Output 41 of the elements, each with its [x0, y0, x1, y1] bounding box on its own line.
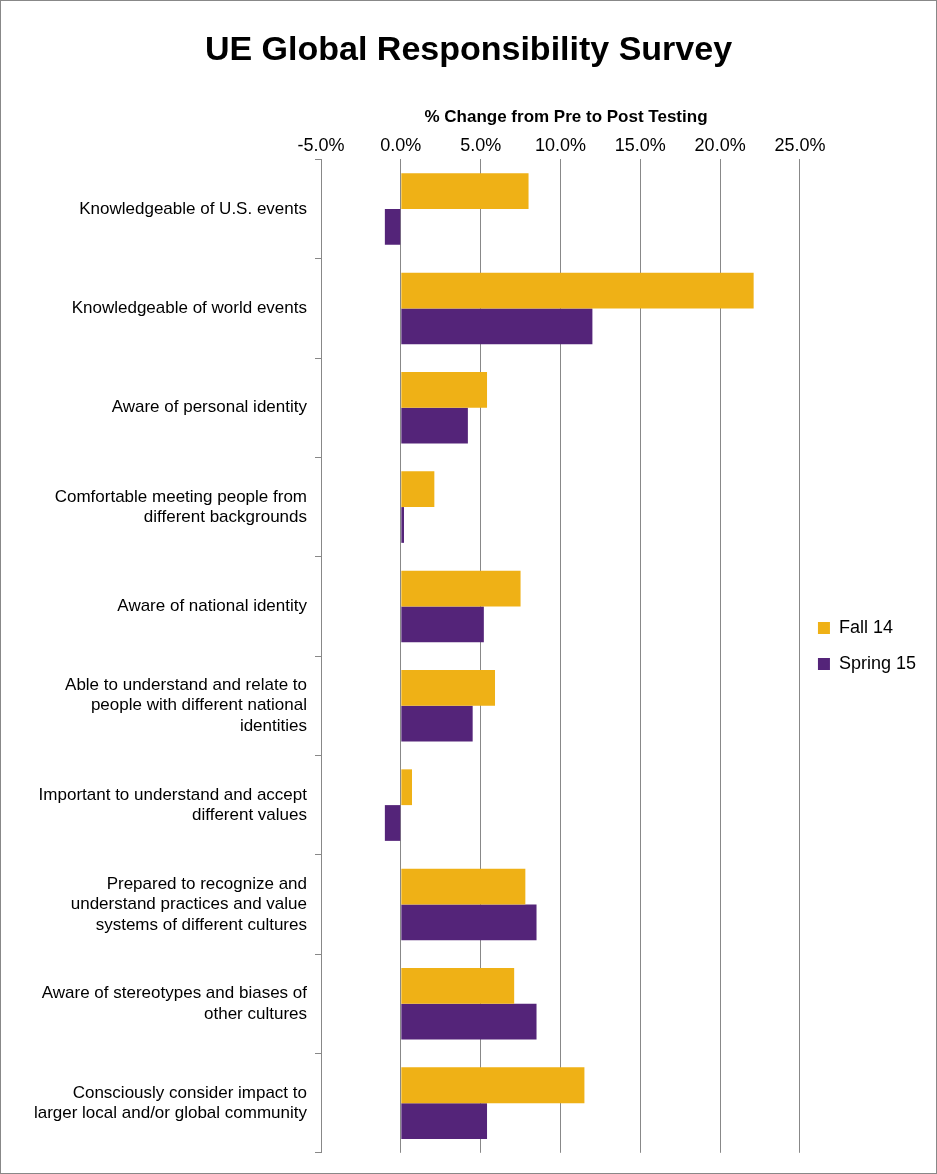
bar — [401, 1067, 585, 1104]
x-tick-label: 10.0% — [534, 134, 586, 155]
bar — [401, 371, 488, 408]
y-tick-label: Consciously consider impact to larger local and/or global community — [33, 1082, 308, 1123]
bar — [401, 1003, 537, 1040]
chart-title: UE Global Responsibility Survey — [203, 29, 734, 68]
bar — [384, 805, 401, 841]
bar — [401, 471, 435, 508]
x-tick-label: 25.0% — [774, 134, 826, 155]
bar — [401, 670, 496, 706]
y-tick-label: Knowledgeable of world events — [71, 298, 307, 318]
bar — [401, 904, 537, 941]
legend-label: Fall 14 — [838, 616, 893, 637]
bar — [401, 407, 468, 444]
bar — [401, 705, 473, 742]
bar — [401, 1103, 488, 1139]
bar — [401, 570, 521, 607]
bar — [401, 507, 405, 543]
bar — [401, 308, 593, 345]
bar — [401, 769, 412, 806]
y-tick-label: Able to understand and relate to people with different national identities — [65, 675, 307, 735]
x-tick-label: 0.0% — [380, 134, 422, 155]
x-tick-label: 5.0% — [460, 134, 502, 155]
x-tick-label: 20.0% — [694, 134, 746, 155]
bar — [384, 209, 401, 245]
bar — [401, 272, 754, 309]
bar — [401, 968, 515, 1004]
y-tick-label: Aware of stereotypes and biases of other cultures — [41, 983, 308, 1023]
y-tick-label: Comfortable meeting people from different backgrounds — [54, 486, 307, 526]
x-tick-label: -5.0% — [297, 134, 345, 155]
x-tick-label: 15.0% — [614, 134, 666, 155]
y-tick-label: Knowledgeable of U.S. events — [79, 198, 307, 218]
x-axis-title: % Change from Pre to Post Testing — [423, 107, 709, 127]
bar — [401, 173, 529, 210]
y-tick-label: Aware of personal identity — [111, 397, 308, 417]
y-tick-label: Aware of national identity — [117, 596, 308, 616]
legend-label: Spring 15 — [838, 652, 917, 673]
y-tick-label: Prepared to recognize and understand practices and value systems of different cultures — [70, 873, 307, 934]
y-tick-label: Important to understand and accept different values — [38, 784, 308, 824]
bar — [401, 868, 526, 905]
bar — [401, 606, 484, 643]
